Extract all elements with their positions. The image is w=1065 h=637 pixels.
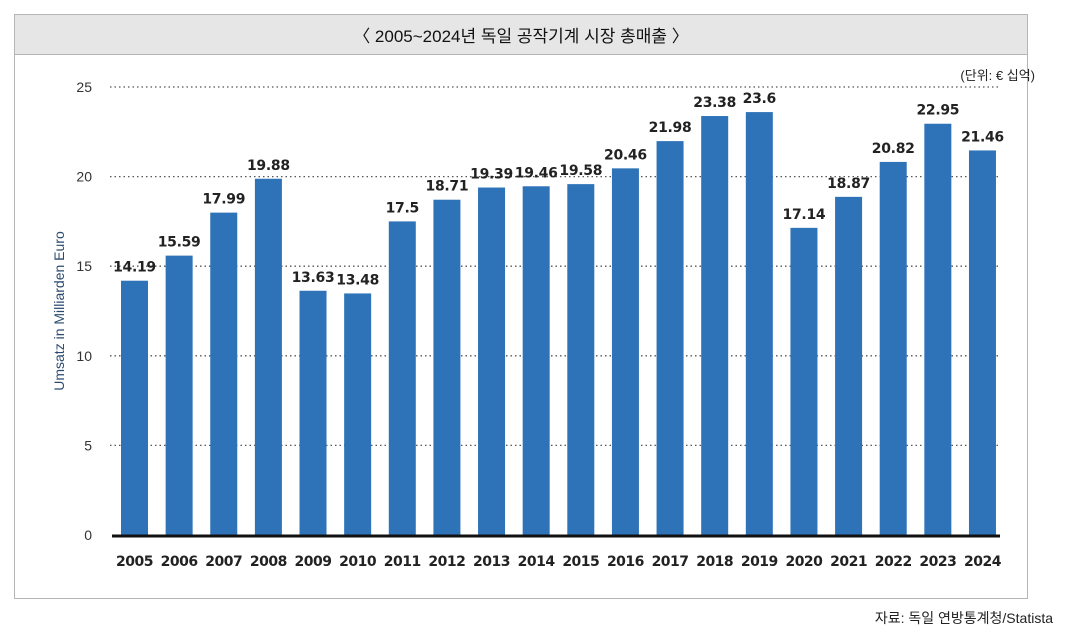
data-label: 22.95 — [916, 103, 959, 119]
bar-2024 — [968, 150, 996, 535]
bar-2018 — [701, 116, 729, 536]
data-label: 18.87 — [827, 176, 870, 192]
x-tick-label: 2017 — [652, 554, 689, 570]
x-tick-label: 2015 — [562, 554, 599, 570]
bar-2019 — [745, 112, 773, 535]
data-label: 15.59 — [158, 235, 201, 251]
x-tick-label: 2007 — [205, 554, 242, 570]
bar-2017 — [656, 141, 684, 535]
data-label: 23.6 — [743, 91, 776, 107]
data-label: 19.58 — [559, 163, 602, 179]
bar-2011 — [388, 221, 416, 535]
bar-2022 — [879, 161, 907, 536]
y-axis-label: Umsatz in Milliarden Euro — [51, 231, 67, 391]
y-tick-label: 15 — [76, 258, 92, 274]
y-tick-label: 25 — [76, 79, 92, 95]
x-tick-label: 2011 — [384, 554, 421, 570]
x-tick-label: 2005 — [116, 554, 153, 570]
data-label: 19.46 — [515, 165, 558, 181]
bar-2014 — [522, 186, 550, 535]
x-tick-label: 2018 — [696, 554, 733, 570]
data-label: 13.63 — [292, 270, 335, 286]
data-label: 14.19 — [113, 260, 156, 276]
data-label: 19.88 — [247, 158, 290, 174]
data-label: 17.5 — [386, 200, 419, 216]
x-tick-label: 2008 — [250, 554, 287, 570]
y-tick-label: 0 — [84, 527, 92, 543]
x-tick-label: 2020 — [785, 554, 823, 570]
y-tick-label: 5 — [84, 437, 92, 453]
chart-title: 〈 2005~2024년 독일 공작기계 시장 총매출 〉 — [15, 15, 1027, 55]
source-note: 자료: 독일 연방통계청/Statista — [874, 610, 1053, 626]
bar-2021 — [835, 196, 863, 535]
bar-2006 — [165, 255, 193, 535]
data-label: 13.48 — [336, 272, 379, 288]
bar-2012 — [433, 199, 461, 535]
x-tick-label: 2024 — [964, 554, 1002, 570]
bar-2010 — [344, 293, 372, 535]
x-tick-label: 2014 — [518, 554, 556, 570]
data-label: 19.39 — [470, 167, 513, 183]
x-tick-label: 2013 — [473, 554, 510, 570]
data-label: 23.38 — [693, 95, 736, 111]
chart-frame: 〈 2005~2024년 독일 공작기계 시장 총매출 〉 — [14, 14, 1028, 599]
data-label: 17.99 — [202, 192, 245, 208]
data-label: 21.98 — [649, 120, 692, 136]
data-label: 20.46 — [604, 147, 647, 163]
data-label: 17.14 — [783, 207, 826, 223]
x-tick-label: 2019 — [741, 554, 778, 570]
bar-2023 — [924, 123, 952, 536]
x-tick-label: 2016 — [607, 554, 644, 570]
x-tick-label: 2006 — [161, 554, 198, 570]
x-tick-label: 2022 — [875, 554, 912, 570]
y-tick-label: 10 — [76, 348, 92, 364]
data-label: 21.46 — [961, 129, 1004, 145]
bar-2015 — [567, 184, 595, 535]
unit-label: (단위: € 십억) — [960, 68, 1035, 83]
x-tick-label: 2010 — [339, 554, 377, 570]
bar-2013 — [478, 187, 506, 536]
x-tick-label: 2009 — [295, 554, 332, 570]
x-tick-label: 2021 — [830, 554, 867, 570]
bar-2016 — [611, 168, 639, 535]
data-label: 18.71 — [426, 179, 469, 195]
x-tick-label: 2012 — [428, 554, 465, 570]
x-tick-label: 2023 — [919, 554, 956, 570]
y-tick-label: 20 — [76, 169, 92, 185]
bar-2020 — [790, 227, 818, 535]
data-label: 20.82 — [872, 141, 915, 157]
bar-2008 — [254, 178, 282, 535]
bar-2005 — [121, 280, 148, 535]
bar-2007 — [210, 212, 238, 535]
bar-2009 — [299, 290, 327, 535]
